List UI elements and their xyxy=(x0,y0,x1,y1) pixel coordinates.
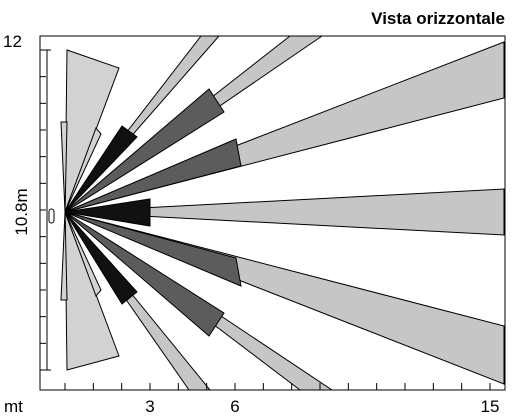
x-tick-label: 6 xyxy=(230,397,239,416)
view-title: Vista orizzontale xyxy=(371,9,505,28)
x-axis-ticks xyxy=(65,383,490,390)
y-axis-top-label: 12 xyxy=(3,32,22,51)
y-axis-height-label: 10.8m xyxy=(12,188,31,235)
y-axis-ticks xyxy=(40,50,46,370)
creep-zone-top xyxy=(65,50,119,212)
x-tick-label: 3 xyxy=(145,397,154,416)
detector-icon xyxy=(49,209,54,223)
x-tick-label: 15 xyxy=(481,397,500,416)
x-axis-unit-label: mt xyxy=(4,397,23,416)
x-axis-labels: 3 6 15 xyxy=(145,397,499,416)
